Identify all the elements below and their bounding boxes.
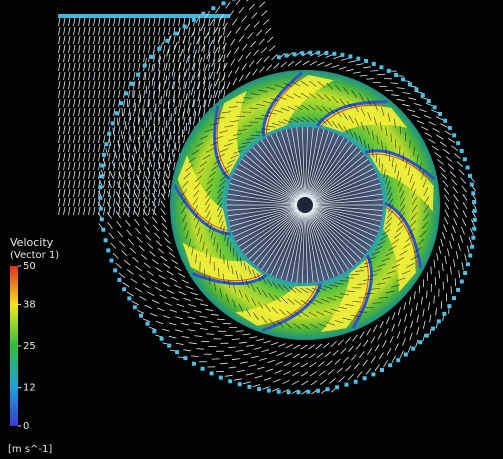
blade xyxy=(213,105,231,181)
blade-high xyxy=(182,242,264,282)
legend-tick-label: 25 xyxy=(23,341,36,352)
hub xyxy=(227,127,383,283)
blade xyxy=(262,283,322,332)
blade xyxy=(173,184,231,236)
blade xyxy=(191,272,268,286)
blade-high xyxy=(320,257,371,332)
colorbar xyxy=(10,266,18,426)
ring-vectors xyxy=(180,80,430,330)
legend-tick-label: 50 xyxy=(23,261,36,272)
blade-high xyxy=(319,106,408,133)
legend-tick-label: 38 xyxy=(23,299,36,310)
blade xyxy=(261,71,303,137)
blade xyxy=(316,100,388,127)
duct-vectors xyxy=(58,17,226,216)
blade-high xyxy=(367,151,434,212)
legend-tick-label: 0 xyxy=(23,421,29,432)
blade xyxy=(364,149,436,181)
flow-field xyxy=(58,0,477,395)
legend-title: Velocity xyxy=(10,236,54,249)
blade-high xyxy=(264,75,334,134)
duct-edge xyxy=(58,14,230,18)
volute-edge xyxy=(98,0,477,395)
blade-high xyxy=(177,155,228,233)
blade-high xyxy=(383,205,416,293)
hub-vectors xyxy=(227,126,383,284)
legend-unit: [m s^-1] xyxy=(8,444,52,455)
blade xyxy=(351,254,374,329)
legend-subtitle: (Vector 1) xyxy=(10,250,59,261)
blade xyxy=(384,202,423,269)
legend-tick-label: 12 xyxy=(23,383,36,394)
volute-vectors xyxy=(97,0,477,395)
blade-high xyxy=(235,285,320,326)
